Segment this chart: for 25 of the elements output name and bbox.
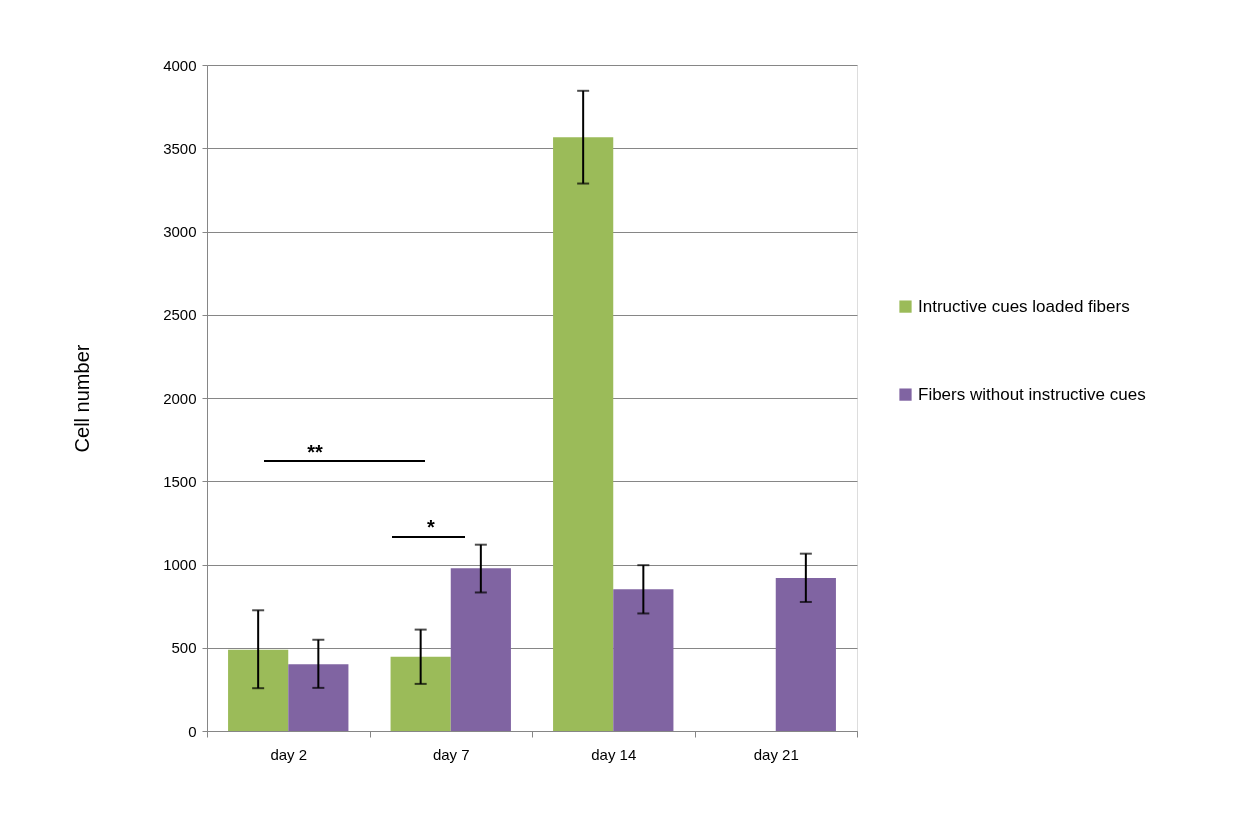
y-tick-label: 3000 — [163, 223, 197, 240]
y-tick-label: 3500 — [163, 139, 197, 157]
x-tick-label: day 2 — [270, 745, 308, 763]
y-tick-label: 2500 — [163, 306, 197, 324]
y-tick-label: 500 — [171, 639, 197, 657]
bar — [450, 568, 511, 731]
legend-label: Fibers without instructive cues — [918, 384, 1146, 404]
y-tick-label: 1000 — [163, 556, 197, 573]
bar — [775, 577, 836, 731]
y-tick-label: 4000 — [163, 56, 197, 74]
bar — [553, 137, 614, 731]
y-tick-label: 0 — [188, 722, 197, 740]
annotation: ** — [307, 441, 323, 463]
x-tick-label: day 7 — [432, 745, 470, 763]
annotation: * — [427, 516, 436, 538]
y-tick-label: 2000 — [163, 389, 197, 407]
y-tick-label: 1500 — [163, 472, 197, 490]
x-tick-label: day 21 — [753, 745, 799, 763]
y-axis-title: Cell number — [71, 344, 94, 453]
bar — [390, 656, 451, 731]
bar — [613, 589, 674, 731]
legend-label: Intructive cues loaded fibers — [918, 296, 1130, 316]
x-tick-label: day 14 — [591, 745, 637, 763]
bar — [288, 664, 349, 731]
bar — [228, 649, 289, 731]
